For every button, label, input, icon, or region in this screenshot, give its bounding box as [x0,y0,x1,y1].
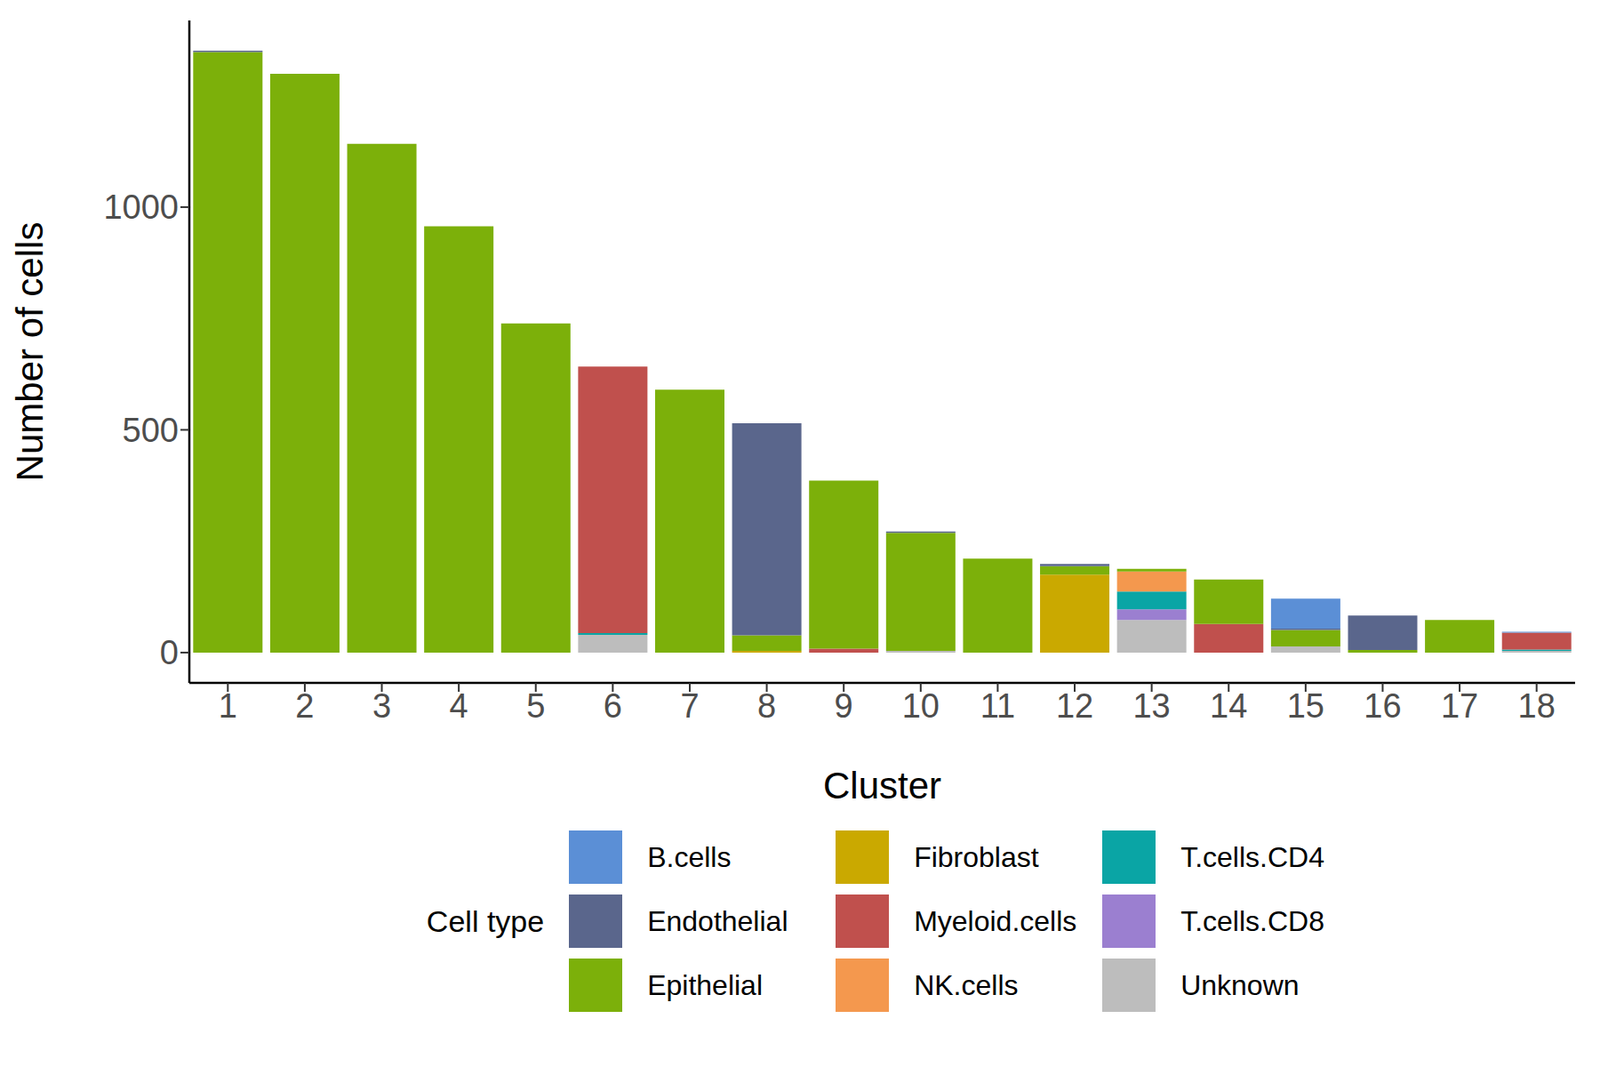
svg-text:18: 18 [1518,687,1556,725]
html-text:T.cells.CD4: T.cells.CD4 [1180,840,1325,873]
html-text:Fibroblast: Fibroblast [913,840,1039,873]
svg-text:12: 12 [1056,687,1094,725]
html-text:B.cells: B.cells [647,840,732,873]
svg-text:9: 9 [834,687,854,725]
html-text:T.cells.CD8: T.cells.CD8 [1180,904,1325,937]
html-text:Myeloid.cells: Myeloid.cells [913,904,1077,937]
svg-text:13: 13 [1132,687,1170,725]
svg-text:Number of cells: Number of cells [8,222,51,482]
svg-text:2: 2 [295,687,314,725]
html-text:Unknown: Unknown [1180,968,1300,1001]
svg-text:11: 11 [980,687,1016,725]
svg-text:8: 8 [757,687,776,725]
svg-text:1: 1 [218,687,238,725]
svg-text:5: 5 [526,687,545,725]
html-text:NK.cells: NK.cells [913,968,1019,1001]
html-text:Epithelial: Epithelial [647,968,763,1001]
svg-text:7: 7 [680,687,699,725]
svg-text:6: 6 [603,687,623,725]
svg-text:16: 16 [1363,687,1401,725]
svg-text:15: 15 [1287,687,1325,725]
svg-text:17: 17 [1440,687,1479,725]
html-text:Cell type: Cell type [426,903,545,938]
svg-text:0: 0 [160,633,179,672]
svg-text:Cluster: Cluster [823,764,942,807]
svg-text:4: 4 [449,687,469,725]
svg-text:14: 14 [1209,687,1248,725]
svg-text:500: 500 [122,411,179,449]
html-text:Endothelial: Endothelial [647,904,788,937]
svg-text:1000: 1000 [103,188,179,226]
svg-text:3: 3 [372,687,392,725]
svg-text:10: 10 [902,687,940,725]
